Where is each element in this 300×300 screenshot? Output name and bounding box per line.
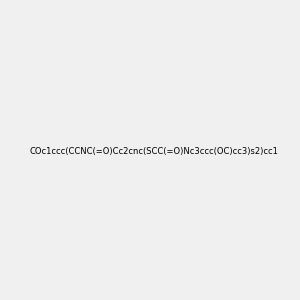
Text: COc1ccc(CCNC(=O)Cc2cnc(SCC(=O)Nc3ccc(OC)cc3)s2)cc1: COc1ccc(CCNC(=O)Cc2cnc(SCC(=O)Nc3ccc(OC)…: [29, 147, 278, 156]
